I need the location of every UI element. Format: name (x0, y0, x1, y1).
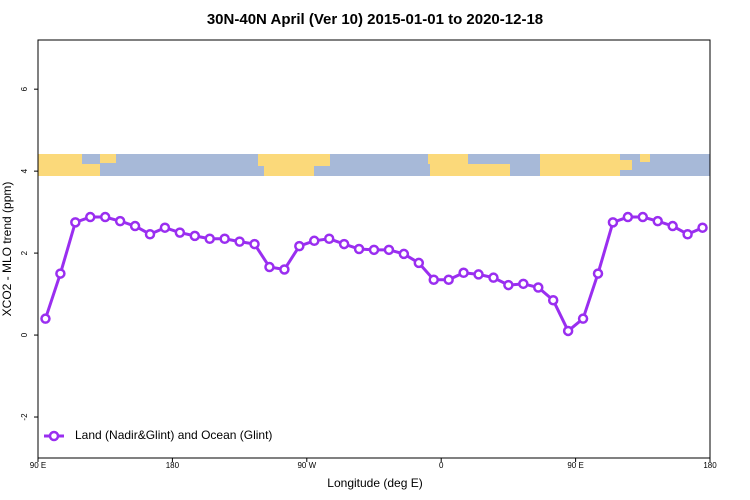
series-line (44, 215, 704, 334)
point (607, 217, 619, 228)
point (159, 222, 171, 233)
point (592, 268, 604, 279)
point (234, 236, 245, 247)
x-axis-label: Longitude (deg E) (327, 476, 422, 490)
point (99, 211, 111, 223)
point (294, 240, 305, 252)
chart-title: 30N-40N April (Ver 10) 2015-01-01 to 202… (207, 11, 543, 28)
point (428, 274, 439, 285)
legend-label: Land (Nadir&Glint) and Ocean (Glint) (75, 428, 272, 442)
point (279, 264, 290, 275)
y-tick-label: 0 (20, 332, 29, 337)
point (458, 267, 469, 279)
x-tick-label: 90 E (30, 461, 46, 470)
x-tick-label: 180 (166, 461, 180, 470)
plot-frame (37, 39, 711, 459)
y-axis-label: XCO2 - MLO trend (ppm) (0, 182, 14, 317)
point (144, 228, 156, 240)
point (249, 238, 260, 250)
point (443, 274, 454, 285)
point (55, 268, 66, 279)
point (518, 278, 529, 290)
point (189, 230, 201, 242)
point (129, 220, 141, 232)
point (652, 215, 663, 227)
legend-marker (48, 430, 60, 442)
point (697, 222, 708, 233)
point (383, 244, 395, 256)
point (219, 233, 230, 245)
point (368, 244, 380, 256)
x-tick-label: 90 E (567, 461, 583, 470)
point (114, 215, 126, 227)
point (40, 313, 51, 324)
x-tick-label: 180 (703, 461, 717, 470)
point (682, 228, 693, 240)
point (533, 282, 544, 293)
point (323, 233, 335, 245)
y-tick-label: 4 (20, 168, 29, 173)
point (577, 313, 589, 324)
point (264, 261, 275, 273)
point (667, 220, 678, 232)
point (547, 294, 559, 306)
point (70, 217, 81, 228)
map-strip (38, 154, 710, 176)
point (622, 211, 634, 223)
point (309, 235, 320, 247)
y-tick-label: 2 (20, 250, 29, 255)
point (637, 211, 649, 223)
point (85, 211, 96, 223)
point (338, 238, 350, 250)
point (174, 227, 186, 238)
x-tick-label: 0 (439, 461, 444, 470)
point (413, 257, 425, 269)
point (473, 269, 484, 280)
y-tick-label: -2 (20, 413, 29, 421)
x-tick-label: 90 W (297, 461, 316, 470)
point (503, 279, 514, 291)
point (398, 248, 410, 260)
y-tick-label: 6 (20, 86, 29, 91)
point (353, 243, 365, 255)
point (488, 272, 499, 283)
point (562, 325, 574, 337)
point (204, 233, 215, 245)
